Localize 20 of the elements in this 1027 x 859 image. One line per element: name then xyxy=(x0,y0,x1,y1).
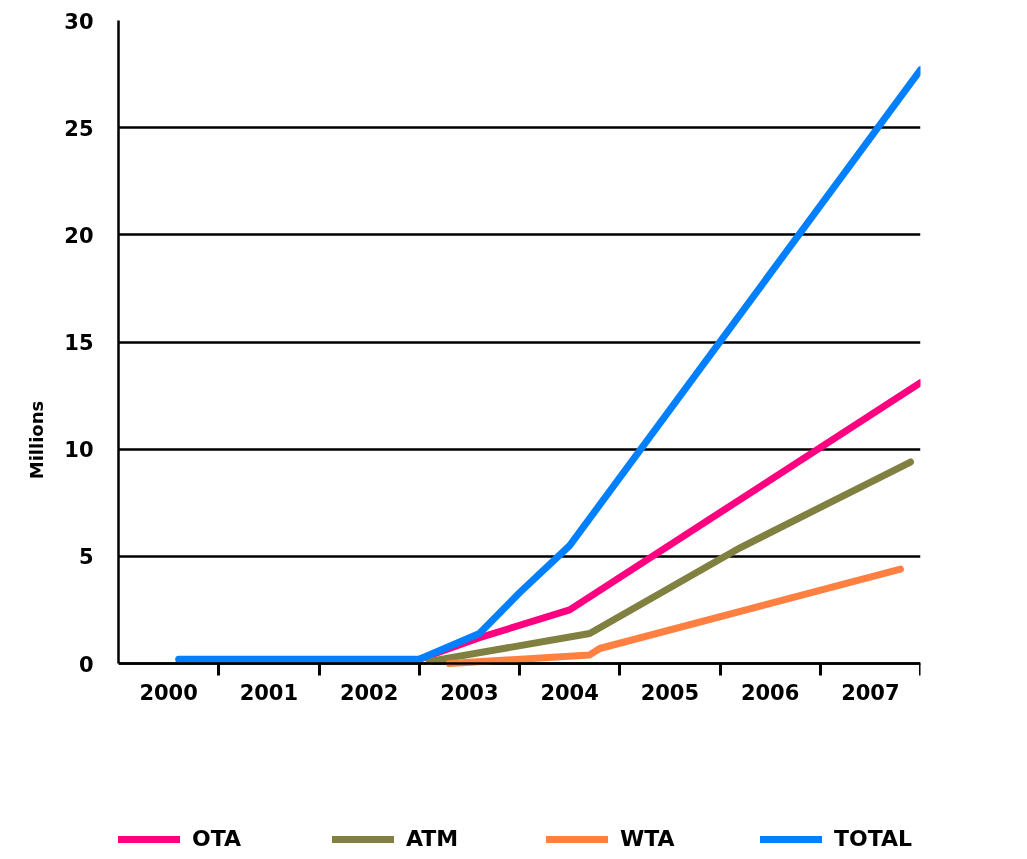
x-tick-label: 2003 xyxy=(440,680,499,705)
y-tick-label: 10 xyxy=(64,438,94,463)
y-tick-label: 25 xyxy=(64,116,94,141)
legend-label: OTA xyxy=(192,826,243,851)
legend-label: ATM xyxy=(406,826,460,851)
x-tick-label: 2005 xyxy=(640,680,700,705)
y-tick-label: 15 xyxy=(64,331,94,355)
x-tick-label: 2001 xyxy=(239,680,299,705)
legend-label: WTA xyxy=(620,826,676,851)
y-axis-title: Millions xyxy=(25,400,47,480)
y-tick-label: 5 xyxy=(78,545,94,570)
x-tick-label: 2007 xyxy=(841,680,900,705)
y-tick-label: 30 xyxy=(64,9,94,34)
legend-label: TOTAL xyxy=(834,826,914,851)
x-tick-label: 2004 xyxy=(540,680,599,705)
x-tick-label: 2002 xyxy=(339,680,399,705)
x-tick-label: 2006 xyxy=(740,680,800,705)
y-tick-label: 20 xyxy=(64,223,94,248)
x-tick-label: 2000 xyxy=(139,680,198,705)
y-tick-label: 0 xyxy=(78,652,94,677)
